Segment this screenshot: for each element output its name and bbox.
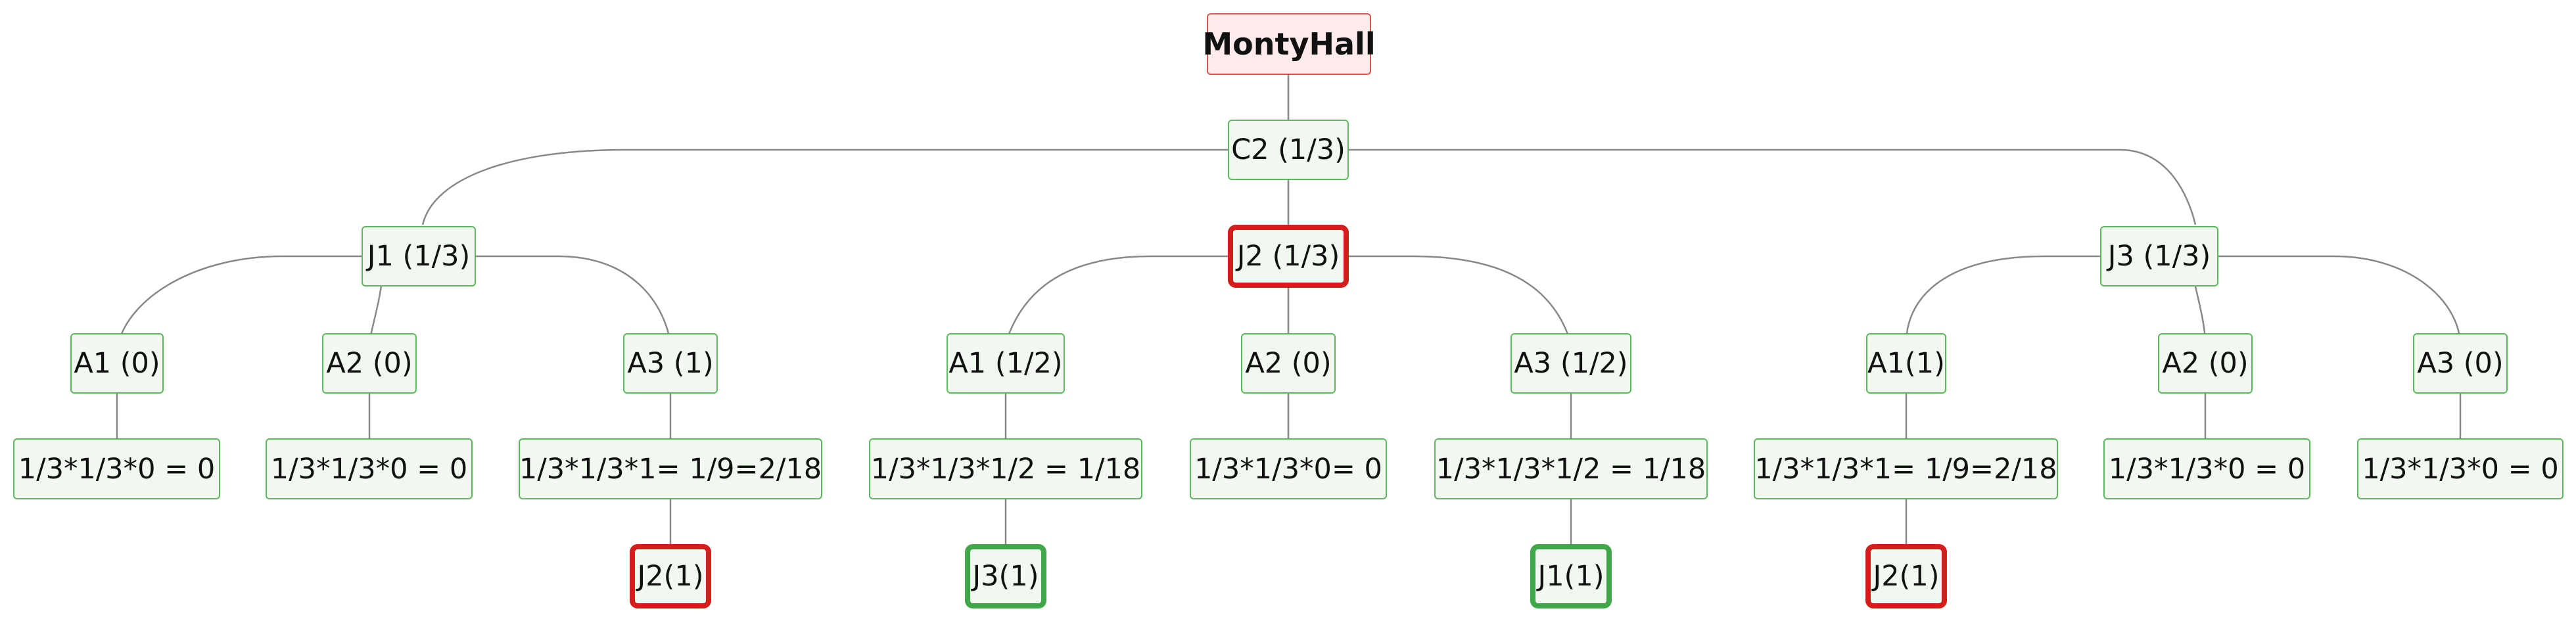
leaf-j1-a3: J2(1) <box>630 544 711 608</box>
node-j2-a2: A2 (0) <box>1241 333 1336 394</box>
node-j1-a2: A2 (0) <box>322 333 417 394</box>
prob-j3-a2: 1/3*1/3*0 = 0 <box>2103 438 2310 499</box>
leaf-j2-a1: J3(1) <box>965 544 1046 608</box>
edge-j2-a1 <box>1004 255 1229 344</box>
prob-j2-a3: 1/3*1/3*1/2 = 1/18 <box>1434 438 1708 499</box>
leaf-j2-a3: J1(1) <box>1530 544 1612 608</box>
prob-j2-a2: 1/3*1/3*0= 0 <box>1190 438 1387 499</box>
node-j3-a1: A1(1) <box>1866 333 1946 394</box>
node-j2: J2 (1/3) <box>1228 225 1349 288</box>
edge-j3-a3 <box>2218 255 2462 344</box>
root-node: MontyHall <box>1202 13 1376 75</box>
node-j2-a3: A3 (1/2) <box>1510 333 1631 394</box>
node-j1: J1 (1/3) <box>362 226 476 287</box>
prob-j1-a1: 1/3*1/3*0 = 0 <box>13 438 220 499</box>
edge-j1-a3 <box>473 255 672 344</box>
node-j3-a3: A3 (0) <box>2413 333 2508 394</box>
edge-c2-j3 <box>1349 149 2197 225</box>
prob-j1-a2: 1/3*1/3*0 = 0 <box>266 438 473 499</box>
edge-c2-j1 <box>421 149 1228 225</box>
node-j3-a2: A2 (0) <box>2158 333 2253 394</box>
leaf-j3-a1: J2(1) <box>1865 544 1947 608</box>
node-j2-a1: A1 (1/2) <box>947 333 1065 394</box>
prob-j1-a3: 1/3*1/3*1= 1/9=2/18 <box>519 438 822 499</box>
edge-j2-a3 <box>1347 255 1572 344</box>
prob-j3-a3: 1/3*1/3*0 = 0 <box>2357 438 2564 499</box>
node-j1-a3: A3 (1) <box>623 333 718 394</box>
prob-j3-a1: 1/3*1/3*1= 1/9=2/18 <box>1754 438 2058 499</box>
node-c2: C2 (1/3) <box>1228 120 1349 180</box>
node-j3: J3 (1/3) <box>2100 226 2218 287</box>
edge-j3-a1 <box>1905 255 2100 344</box>
prob-j2-a1: 1/3*1/3*1/2 = 1/18 <box>869 438 1142 499</box>
node-j1-a1: A1 (0) <box>70 333 164 394</box>
edge-j1-a1 <box>117 255 362 344</box>
